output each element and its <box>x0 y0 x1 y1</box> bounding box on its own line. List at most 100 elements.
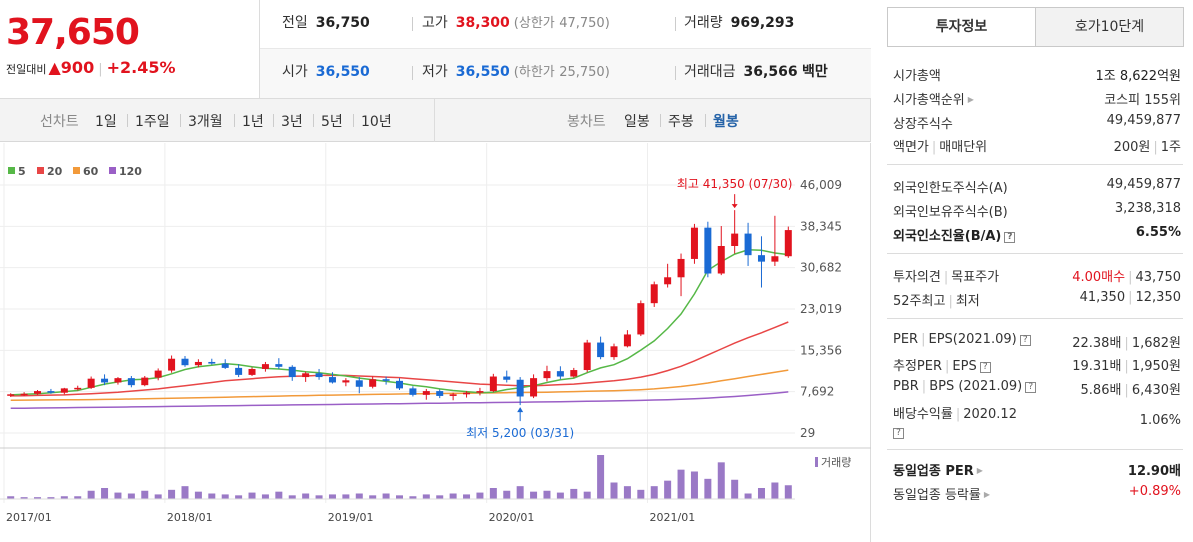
y-tick-label: 30,682 <box>800 261 842 275</box>
candle-body <box>47 391 55 393</box>
divider <box>675 66 676 80</box>
candle-body <box>114 378 122 383</box>
volume-bar <box>717 462 725 499</box>
volume-bar <box>141 490 149 499</box>
help-icon[interactable]: ? <box>979 362 991 373</box>
candle-body <box>20 393 28 396</box>
candle-body <box>570 370 578 377</box>
divider <box>887 449 1183 450</box>
volume-bar <box>409 496 417 499</box>
volume-bar <box>650 486 658 499</box>
candle-body <box>382 379 390 381</box>
candle-body <box>261 364 269 369</box>
candle-body <box>556 371 564 377</box>
candle-body <box>34 391 42 394</box>
tab-1year[interactable]: 1년 <box>242 114 264 130</box>
volume-bar <box>530 491 538 499</box>
volume-bar <box>570 488 578 499</box>
candle-body <box>476 391 484 393</box>
chart-canvas: 46,00938,34530,68223,01915,3567,69229201… <box>0 143 871 524</box>
candle-body <box>248 368 256 375</box>
tab-1week[interactable]: 1주일 <box>135 114 170 130</box>
line-chart-label: 선차트 <box>40 114 79 130</box>
legend-swatch <box>8 167 15 174</box>
volume-bar <box>342 494 350 499</box>
caret-right-icon: ▶ <box>983 490 991 499</box>
candle-body <box>489 376 497 392</box>
high-arrow-icon <box>731 204 738 209</box>
volume-legend-swatch <box>815 457 818 467</box>
candle-body <box>221 363 229 368</box>
tab-3year[interactable]: 3년 <box>281 114 303 130</box>
volume-bar <box>168 489 176 499</box>
y-tick-label: 29 <box>800 426 815 440</box>
legend-label: 120 <box>119 165 142 178</box>
candle-body <box>664 277 672 285</box>
legend-label: 5 <box>18 165 26 178</box>
tab-daily[interactable]: 일봉 <box>624 114 650 130</box>
candle-body <box>87 378 95 388</box>
volume-bar <box>771 482 779 499</box>
candle-body <box>771 256 779 262</box>
x-tick-label: 2020/01 <box>489 511 535 524</box>
help-icon[interactable]: ? <box>1019 335 1031 346</box>
x-tick-label: 2021/01 <box>650 511 696 524</box>
divider <box>353 114 354 127</box>
x-tick-label: 2018/01 <box>167 511 213 524</box>
candle-body <box>369 379 377 387</box>
volume-bar <box>248 492 256 499</box>
quote-row-2: 시가 36,550 저가 36,550 (하한가 25,750) 거래대금 36,566… <box>260 49 871 98</box>
candle-body <box>449 394 457 396</box>
divider <box>412 17 413 31</box>
candle-body <box>275 364 283 367</box>
legend-label: 60 <box>83 165 99 178</box>
x-tick-label: 2019/01 <box>328 511 374 524</box>
divider: | <box>98 62 103 77</box>
help-icon[interactable]: ? <box>1004 232 1016 243</box>
candle-body <box>597 342 605 358</box>
candle-body <box>583 342 591 371</box>
volume-bar <box>261 494 269 499</box>
tab-invest-info[interactable]: 투자정보 <box>887 7 1036 47</box>
candle-body <box>355 380 363 387</box>
tab-1day[interactable]: 1일 <box>95 114 117 130</box>
volume-bar <box>503 490 511 499</box>
stock-chart: 46,009 38,345 30,682 23,019 15,356 7,692 29 201… <box>0 143 871 542</box>
candle-chart-label: 봉차트 <box>567 114 606 130</box>
candle-body <box>516 379 524 397</box>
volume-bar <box>20 497 28 499</box>
y-tick-label: 15,356 <box>800 343 842 357</box>
tab-weekly[interactable]: 주봉 <box>668 114 694 130</box>
divider <box>234 114 235 127</box>
volume-bar <box>597 455 605 499</box>
legend-swatch <box>109 167 116 174</box>
tab-3month[interactable]: 3개월 <box>188 114 223 130</box>
tab-order-book[interactable]: 호가10단계 <box>1035 7 1184 47</box>
candle-body <box>288 366 296 378</box>
candle-body <box>463 392 471 395</box>
candle-body <box>690 227 698 259</box>
help-icon[interactable]: ? <box>1025 382 1037 393</box>
tab-10year[interactable]: 10년 <box>361 114 392 130</box>
candle-body <box>650 284 658 304</box>
caret-right-icon: ▶ <box>967 95 974 104</box>
divider <box>127 114 128 127</box>
candle-body <box>623 334 631 347</box>
y-tick-label: 46,009 <box>800 178 842 192</box>
help-icon[interactable]: ? <box>893 428 904 439</box>
volume-bar <box>690 471 698 499</box>
volume-bar <box>328 494 336 499</box>
volume-bar <box>543 490 551 499</box>
volume-bar <box>87 490 95 499</box>
volume-bar <box>757 488 765 499</box>
volume-bar <box>181 486 189 499</box>
tab-monthly[interactable]: 월봉 <box>713 114 739 130</box>
open-price: 시가 36,550 <box>282 64 370 80</box>
divider <box>313 114 314 127</box>
tab-5year[interactable]: 5년 <box>321 114 343 130</box>
volume-bar <box>396 495 403 499</box>
y-tick-label: 38,345 <box>800 219 842 233</box>
change-rate: +2.45% <box>106 58 176 77</box>
divider <box>887 318 1183 319</box>
divider <box>273 114 274 127</box>
